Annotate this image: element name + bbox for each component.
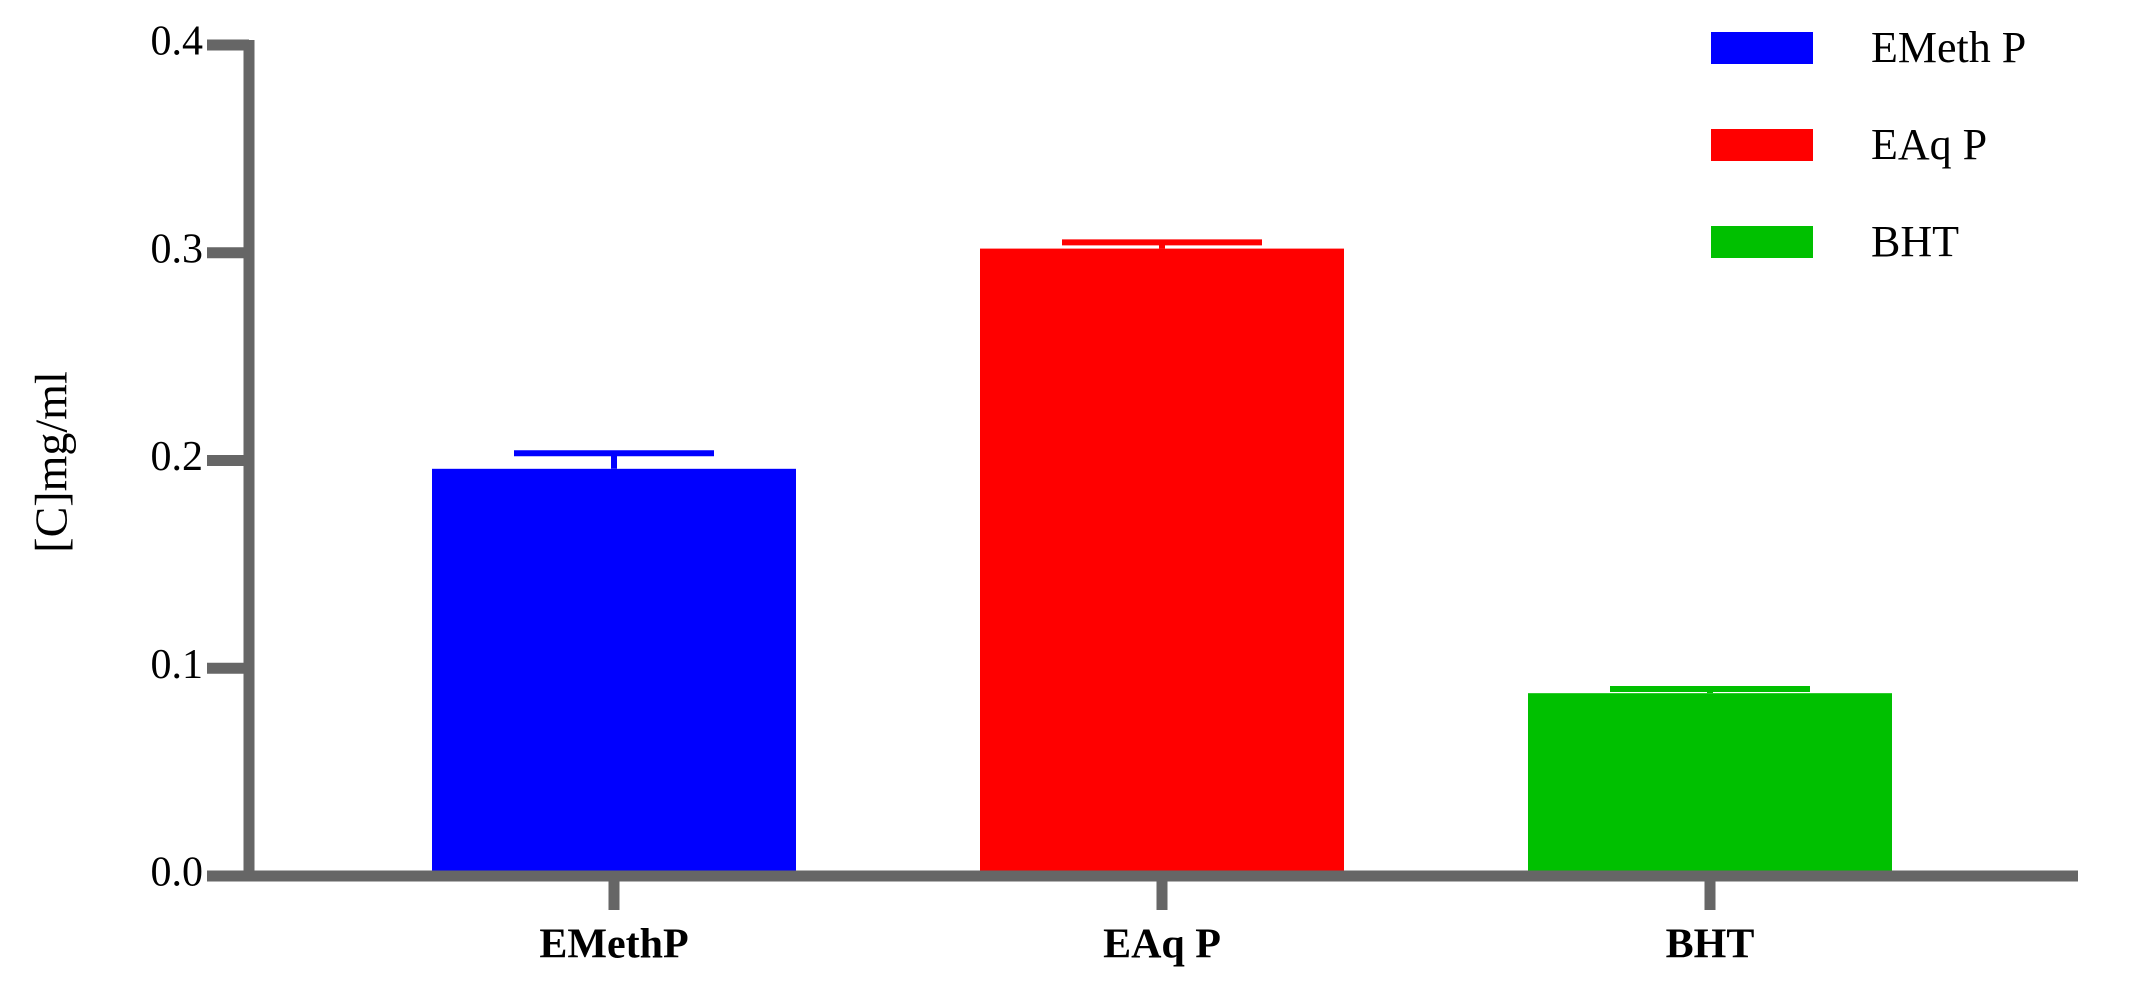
x-tick-label: BHT — [1666, 922, 1755, 968]
legend-label: EAq P — [1871, 120, 1987, 169]
y-tick-label: 0.4 — [151, 19, 204, 65]
error-bar — [1610, 686, 1810, 694]
bar — [432, 468, 796, 876]
legend-label: EMeth P — [1871, 23, 2026, 72]
y-tick-label: 0.2 — [151, 434, 204, 480]
y-tick-label: 0.0 — [151, 850, 204, 896]
bar — [1528, 693, 1892, 876]
error-bar — [1062, 239, 1262, 249]
legend-swatch — [1711, 129, 1813, 161]
y-tick-label: 0.1 — [151, 642, 204, 688]
y-tick-label: 0.3 — [151, 226, 204, 272]
legend-swatch — [1711, 226, 1813, 258]
error-bar — [514, 450, 714, 469]
y-axis-label: [C]mg/ml — [26, 371, 77, 552]
legend-label: BHT — [1871, 217, 1959, 266]
x-tick-label: EAq P — [1103, 922, 1221, 968]
legend-swatch — [1711, 32, 1813, 64]
x-tick-label: EMethP — [539, 922, 688, 968]
bar — [980, 248, 1344, 877]
